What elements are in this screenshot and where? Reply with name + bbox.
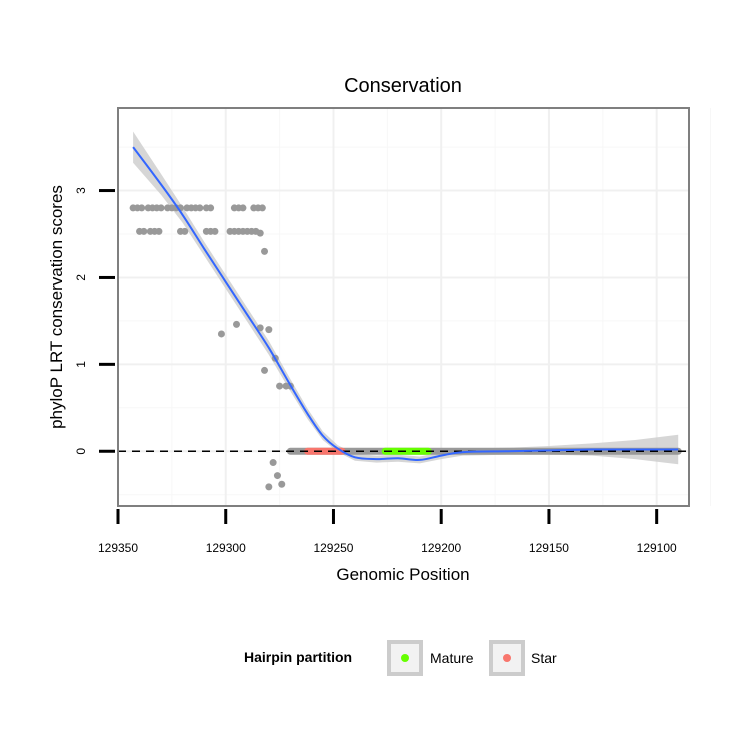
- data-point: [196, 204, 204, 212]
- data-point: [181, 227, 189, 235]
- data-point: [211, 227, 219, 235]
- data-point: [207, 204, 215, 212]
- legend-dot-mature: [401, 654, 409, 662]
- data-point: [261, 247, 269, 255]
- data-point: [269, 459, 277, 467]
- legend-label-mature: Mature: [430, 650, 474, 666]
- data-point: [239, 204, 247, 212]
- legend: Hairpin partition Mature Star: [244, 640, 557, 676]
- data-point: [256, 229, 264, 237]
- data-point: [138, 204, 146, 212]
- data-point: [276, 382, 284, 390]
- plot-panel: [117, 107, 712, 507]
- x-tick-label: 129300: [206, 541, 246, 555]
- x-tick-label: 129350: [98, 541, 138, 555]
- data-point: [157, 204, 165, 212]
- x-axis-title: Genomic Position: [336, 565, 469, 584]
- data-point: [256, 324, 264, 332]
- x-tick-label: 129250: [313, 541, 353, 555]
- y-tick-label: 1: [74, 361, 88, 368]
- data-point: [278, 480, 286, 488]
- legend-title: Hairpin partition: [244, 649, 352, 665]
- data-point: [265, 326, 273, 334]
- legend-label-star: Star: [531, 650, 557, 666]
- data-point: [258, 204, 266, 212]
- y-tick-label: 0: [74, 448, 88, 455]
- panel-border: [117, 107, 690, 507]
- data-point: [233, 320, 241, 328]
- data-point: [217, 330, 225, 338]
- x-axis: 129350 129300 129250 129200 129150 129100: [98, 509, 677, 555]
- x-tick-label: 129100: [637, 541, 677, 555]
- y-axis-title: phyloP LRT conservation scores: [47, 185, 66, 429]
- legend-dot-star: [503, 654, 511, 662]
- data-point: [273, 472, 281, 480]
- smooth-fit-line: [132, 146, 679, 461]
- chart-title: Conservation: [344, 75, 462, 97]
- x-tick-label: 129150: [529, 541, 569, 555]
- data-point: [261, 366, 269, 374]
- data-point: [140, 227, 148, 235]
- y-axis: 0 1 2 3: [74, 187, 115, 455]
- y-tick-label: 2: [74, 274, 88, 281]
- x-tick-label: 129200: [421, 541, 461, 555]
- panel-background: [118, 108, 689, 506]
- y-tick-label: 3: [74, 187, 88, 194]
- data-point: [265, 483, 273, 491]
- data-point: [155, 227, 163, 235]
